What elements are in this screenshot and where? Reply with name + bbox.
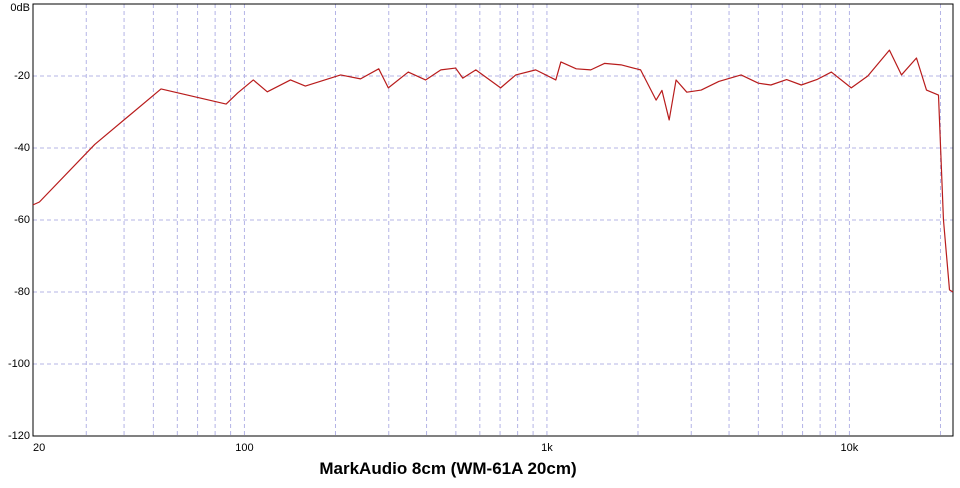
x-tick-label: 1k xyxy=(541,442,553,454)
y-tick-label: -100 xyxy=(8,358,30,370)
y-tick-label: -80 xyxy=(14,286,30,298)
y-tick-label: -60 xyxy=(14,214,30,226)
plot-frame xyxy=(32,3,954,437)
y-tick-label: -40 xyxy=(14,142,30,154)
y-tick-label: 0dB xyxy=(10,2,30,14)
y-tick-label: -20 xyxy=(14,70,30,82)
x-tick-label: 20 xyxy=(33,442,45,454)
y-tick-label: -120 xyxy=(8,430,30,442)
response-line xyxy=(32,49,954,293)
x-tick-label: 10k xyxy=(841,442,859,454)
chart-title: MarkAudio 8cm (WM-61A 20cm) xyxy=(319,459,576,478)
x-tick-label: 100 xyxy=(235,442,253,454)
